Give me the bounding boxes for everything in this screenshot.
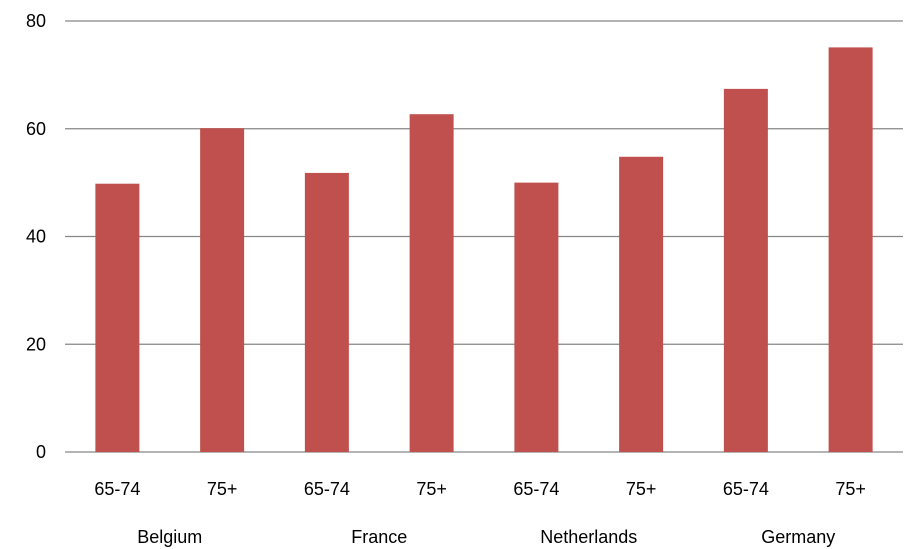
x-tick-label: 65-74 <box>304 479 350 499</box>
group-label-belgium: Belgium <box>137 527 202 547</box>
x-axis: 65-74 75+ 65-74 75+ 65-74 75+ 65-74 75+ <box>94 479 866 499</box>
x-tick-label: 75+ <box>835 479 866 499</box>
x-tick-label: 75+ <box>416 479 447 499</box>
y-tick-label: 0 <box>36 442 46 462</box>
group-label-netherlands: Netherlands <box>540 527 637 547</box>
x-tick-label: 65-74 <box>723 479 769 499</box>
y-axis: 0 20 40 60 80 <box>26 11 46 462</box>
bar-belgium-75-plus <box>200 128 245 452</box>
bars <box>95 47 873 453</box>
y-tick-label: 40 <box>26 227 46 247</box>
x-tick-label: 75+ <box>207 479 238 499</box>
group-label-germany: Germany <box>761 527 835 547</box>
group-label-france: France <box>351 527 407 547</box>
group-labels: Belgium France Netherlands Germany <box>137 527 835 547</box>
bar-france-75-plus <box>409 114 454 453</box>
y-tick-label: 20 <box>26 334 46 354</box>
bar-france-65-74 <box>304 172 349 453</box>
bar-germany-75-plus <box>828 47 873 453</box>
bar-netherlands-65-74 <box>514 182 559 452</box>
x-tick-label: 65-74 <box>513 479 559 499</box>
x-tick-label: 75+ <box>626 479 657 499</box>
y-tick-label: 60 <box>26 119 46 139</box>
bar-germany-65-74 <box>723 88 768 452</box>
bar-belgium-65-74 <box>95 183 140 452</box>
y-tick-label: 80 <box>26 11 46 31</box>
gridlines <box>65 20 903 453</box>
x-tick-label: 65-74 <box>94 479 140 499</box>
bar-netherlands-75-plus <box>619 156 664 452</box>
